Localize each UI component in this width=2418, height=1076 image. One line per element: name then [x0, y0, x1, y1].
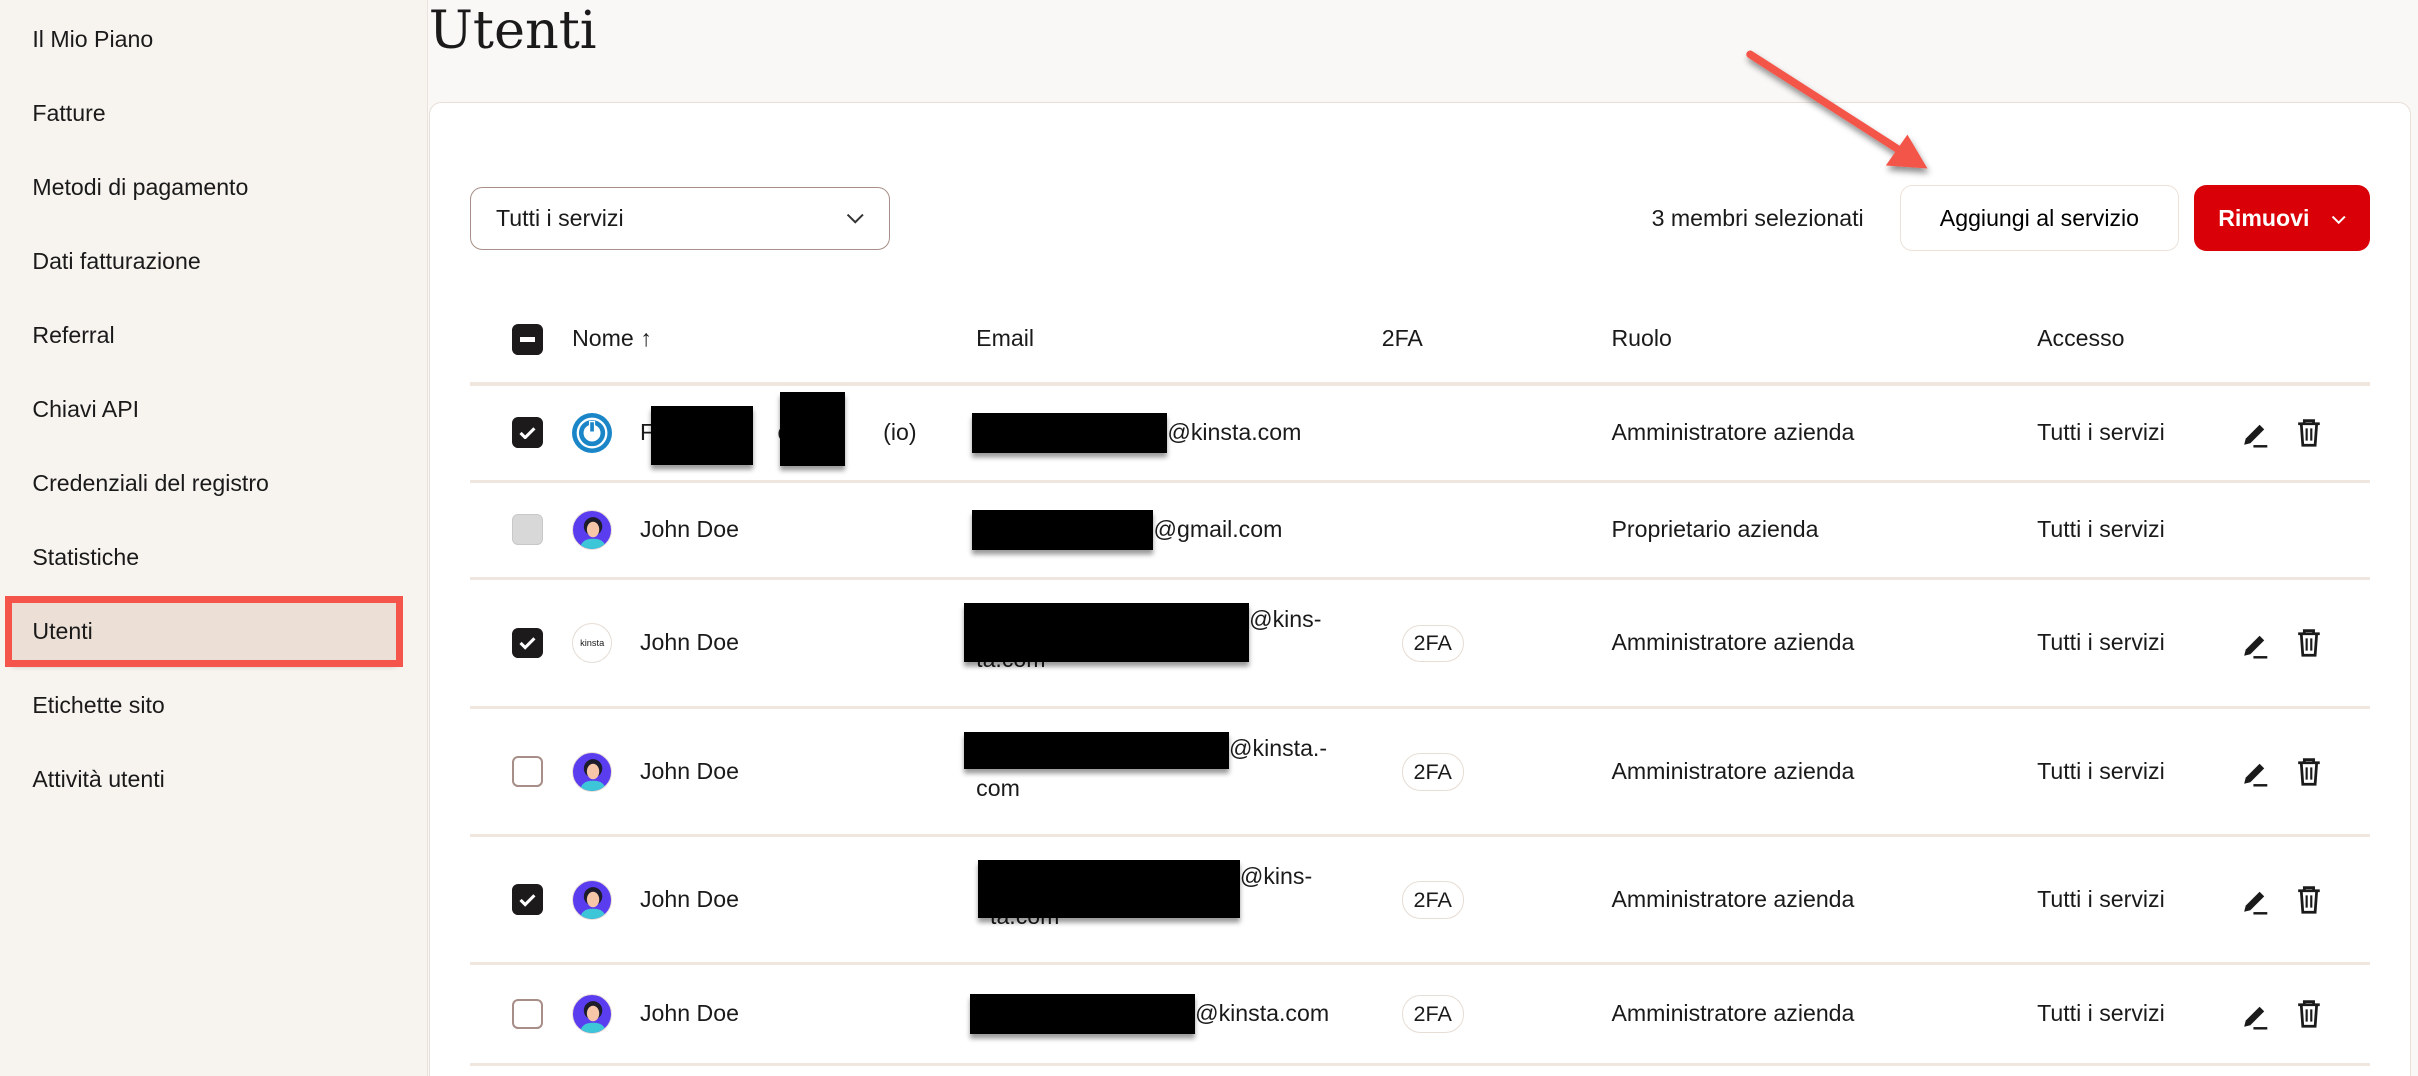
- row-divider: [470, 706, 2371, 710]
- redaction-box: [969, 993, 1196, 1034]
- header-role: Ruolo: [1611, 325, 1672, 352]
- row-divider: [470, 382, 2371, 386]
- redaction-box: [963, 731, 1230, 769]
- sidebar-item-utenti[interactable]: Utenti: [32, 618, 93, 645]
- sidebar-item-credenziali-del-registro[interactable]: Credenziali del registro: [32, 470, 269, 497]
- sidebar-item-referral[interactable]: Referral: [32, 322, 115, 349]
- user-access: Tutti i servizi: [2037, 757, 2165, 784]
- user-access: Tutti i servizi: [2037, 885, 2165, 912]
- person-avatar: [572, 509, 613, 550]
- remove-label: Rimuovi: [2218, 204, 2310, 231]
- header-2fa: 2FA: [1381, 325, 1423, 352]
- user-role: Amministratore azienda: [1611, 1000, 1855, 1027]
- service-filter-select[interactable]: Tutti i servizi: [470, 186, 890, 250]
- service-filter-value: Tutti i servizi: [496, 204, 624, 231]
- redaction-box: [971, 412, 1168, 453]
- row-divider: [470, 576, 2371, 580]
- add-to-service-button[interactable]: Aggiungi al servizio: [1899, 185, 2179, 252]
- user-role: Amministratore azienda: [1611, 629, 1855, 656]
- user-access: Tutti i servizi: [2037, 629, 2165, 656]
- email-suffix: @kins-: [1239, 862, 1313, 889]
- email-suffix: @kins-: [1249, 606, 1322, 633]
- user-name: John Doe: [639, 1000, 739, 1027]
- row-checkbox[interactable]: [511, 756, 543, 788]
- row-checkbox[interactable]: [511, 884, 543, 916]
- user-access: Tutti i servizi: [2037, 418, 2165, 445]
- row-divider: [470, 962, 2371, 966]
- sidebar-item-chiavi-api[interactable]: Chiavi API: [32, 396, 140, 423]
- redaction-box: [963, 602, 1250, 662]
- user-name: John Doe: [639, 757, 739, 784]
- person-avatar: [572, 879, 613, 920]
- redaction-box: [650, 406, 753, 465]
- row-checkbox[interactable]: [511, 514, 543, 546]
- user-name: John Doe: [639, 515, 739, 542]
- remove-button[interactable]: Rimuovi: [2194, 185, 2371, 252]
- 2fa-badge: 2FA: [1401, 881, 1464, 919]
- 2fa-badge: 2FA: [1401, 753, 1464, 791]
- email-suffix-line2: com: [976, 774, 1020, 801]
- user-name: John Doe: [639, 885, 739, 912]
- sidebar-item-il-mio-piano[interactable]: Il Mio Piano: [32, 26, 154, 53]
- redaction-box: [977, 859, 1240, 919]
- person-avatar: [572, 993, 613, 1034]
- user-role: Amministratore azienda: [1611, 418, 1855, 445]
- header-email: Email: [976, 325, 1034, 352]
- edit-icon[interactable]: [2238, 884, 2272, 918]
- user-access: Tutti i servizi: [2037, 1000, 2165, 1027]
- email-suffix: @gmail.com: [1153, 515, 1283, 542]
- sidebar-item-fatture[interactable]: Fatture: [32, 100, 106, 127]
- edit-icon[interactable]: [2238, 756, 2272, 790]
- avatar-text: kinsta: [580, 638, 605, 649]
- person-avatar: [572, 751, 613, 792]
- edit-icon[interactable]: [2238, 628, 2272, 662]
- user-role: Amministratore azienda: [1611, 757, 1855, 784]
- trash-icon[interactable]: [2292, 755, 2326, 789]
- email-suffix: @kinsta.com: [1195, 1000, 1330, 1027]
- header-name[interactable]: Nome ↑: [572, 325, 652, 352]
- edit-icon[interactable]: [2238, 999, 2272, 1033]
- 2fa-badge: 2FA: [1401, 624, 1464, 662]
- sidebar-item-attività-utenti[interactable]: Attività utenti: [32, 766, 165, 793]
- row-divider: [470, 479, 2371, 483]
- selected-count: 3 membri selezionati: [1651, 205, 1864, 232]
- sidebar-item-etichette-sito[interactable]: Etichette sito: [32, 692, 165, 719]
- trash-icon[interactable]: [2292, 883, 2326, 917]
- select-all-checkbox[interactable]: [511, 323, 543, 355]
- power-icon: [572, 412, 613, 453]
- sidebar-item-dati-fatturazione[interactable]: Dati fatturazione: [32, 248, 201, 275]
- redaction-box: [780, 392, 846, 467]
- row-checkbox[interactable]: [511, 627, 543, 659]
- sidebar: Il Mio Piano Fatture Metodi di pagamento Da…: [0, 0, 429, 1076]
- user-access: Tutti i servizi: [2037, 515, 2165, 542]
- trash-icon[interactable]: [2292, 626, 2326, 660]
- email-suffix: @kinsta.-: [1229, 734, 1328, 761]
- row-checkbox[interactable]: [511, 998, 543, 1030]
- trash-icon[interactable]: [2292, 997, 2326, 1031]
- chevron-down-icon: [846, 205, 865, 232]
- user-role: Proprietario azienda: [1611, 515, 1819, 542]
- user-role: Amministratore azienda: [1611, 885, 1855, 912]
- trash-icon[interactable]: [2292, 416, 2326, 450]
- sidebar-item-metodi-di-pagamento[interactable]: Metodi di pagamento: [32, 174, 249, 201]
- annotation-arrow: [1746, 50, 1928, 169]
- header-access: Accesso: [2037, 325, 2125, 352]
- 2fa-badge: 2FA: [1401, 995, 1464, 1033]
- user-name: John Doe: [639, 629, 739, 656]
- row-checkbox[interactable]: [511, 417, 543, 448]
- email-suffix: @kinsta.com: [1167, 418, 1302, 445]
- page-title: Utenti: [428, 0, 597, 61]
- row-divider: [470, 1062, 2371, 1066]
- sidebar-item-statistiche[interactable]: Statistiche: [32, 544, 140, 571]
- row-divider: [470, 834, 2371, 838]
- redaction-box: [971, 509, 1154, 550]
- kinsta-logo-avatar: kinsta: [572, 623, 613, 664]
- edit-icon[interactable]: [2238, 417, 2272, 451]
- chevron-down-icon: [2331, 205, 2346, 232]
- sidebar-active-highlight: [5, 595, 404, 667]
